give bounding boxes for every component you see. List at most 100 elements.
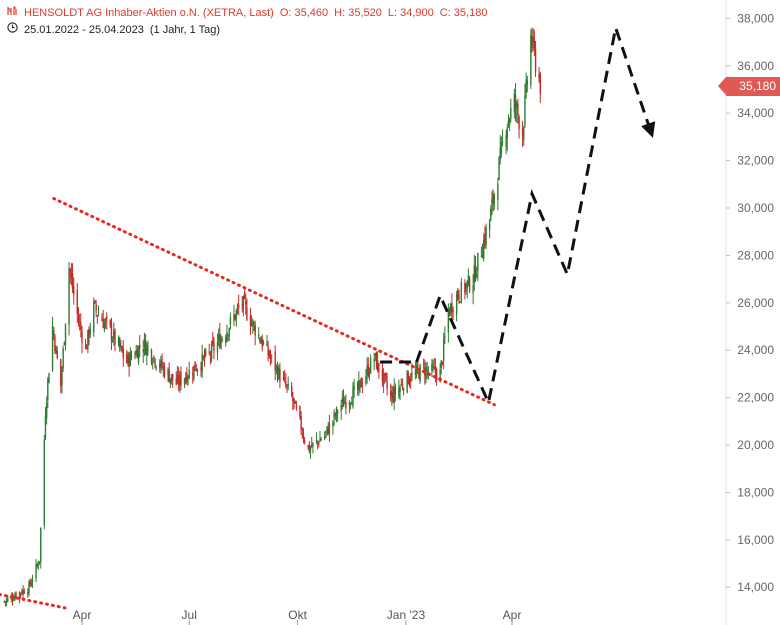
candle-body <box>179 374 181 386</box>
candle-body <box>447 311 450 333</box>
candle-body <box>110 323 113 340</box>
candle-body <box>73 286 75 295</box>
candle-body <box>243 291 246 299</box>
candle-body <box>192 374 194 376</box>
candle-body <box>201 353 203 372</box>
candle-body <box>303 440 306 443</box>
candles-group <box>3 27 541 607</box>
candle-body <box>521 128 524 136</box>
candle-body <box>378 363 380 373</box>
candle-body <box>160 359 162 367</box>
candle-body <box>208 351 210 353</box>
candle-body <box>332 421 334 427</box>
candle-body <box>467 274 470 285</box>
candle-body <box>500 142 503 154</box>
candle-body <box>81 330 83 343</box>
candle-body <box>349 403 352 405</box>
candle-body <box>169 378 172 384</box>
candle-body <box>254 325 256 336</box>
candle-body <box>144 340 147 355</box>
candle-body <box>309 448 312 451</box>
candle-body <box>295 405 298 409</box>
candle-body <box>250 322 253 326</box>
candle-body <box>457 290 459 298</box>
candle-body <box>497 183 499 200</box>
candle-body <box>484 234 486 244</box>
y-tick-label: 28,000 <box>737 248 774 262</box>
candle-body <box>353 385 355 390</box>
candle-body <box>505 135 507 147</box>
candle-body <box>246 307 248 320</box>
candle-body <box>474 265 477 280</box>
candle-body <box>204 350 207 356</box>
candle-body <box>172 373 174 381</box>
candle-body <box>374 353 377 357</box>
candle-body <box>468 277 471 292</box>
candle-body <box>344 402 346 404</box>
candle-body <box>316 441 319 443</box>
candle-body <box>323 435 326 439</box>
candle-body <box>126 354 128 363</box>
candle-body <box>538 74 540 79</box>
candle-body <box>466 280 468 289</box>
candle-body <box>325 431 327 433</box>
candle-body <box>53 329 55 336</box>
instrument-line: HENSOLDT AG Inhaber-Aktien o.N. (XETRA, … <box>6 6 493 19</box>
candle-body <box>7 597 9 602</box>
candle-body <box>68 268 70 325</box>
candle-body <box>220 338 222 349</box>
candle-body <box>348 402 351 405</box>
candle-body <box>159 363 161 368</box>
candle-body <box>465 284 467 291</box>
candle-body <box>510 107 512 119</box>
candle-body <box>426 368 428 370</box>
candle-body <box>253 323 255 325</box>
candle-body <box>210 343 213 360</box>
candle-body <box>216 342 219 353</box>
candle-body <box>455 293 458 316</box>
candle-body <box>508 118 511 125</box>
candle-body <box>245 300 247 305</box>
candle-body <box>450 303 452 313</box>
candle-body <box>163 366 166 377</box>
candle-body <box>11 597 14 600</box>
candle-body <box>104 320 107 323</box>
candle-body <box>48 373 50 384</box>
candle-body <box>18 592 21 599</box>
candle-body <box>71 273 74 289</box>
candle-body <box>477 252 479 272</box>
candle-body <box>523 127 525 140</box>
candle-body <box>186 373 188 383</box>
candle-body <box>513 93 516 113</box>
candle-body <box>155 366 157 368</box>
candle-body <box>70 273 73 278</box>
candle-body <box>87 330 89 350</box>
candle-body <box>235 310 238 319</box>
candle-body <box>490 208 492 221</box>
candle-body <box>481 254 484 259</box>
candle-body <box>506 127 508 139</box>
candle-body <box>312 442 314 446</box>
candle-body <box>418 372 420 379</box>
candle-body <box>483 239 485 259</box>
candle-body <box>259 338 261 342</box>
candle-body <box>345 401 347 409</box>
candle-body <box>64 323 67 345</box>
candle-body <box>143 338 146 347</box>
candle-body <box>202 356 205 358</box>
candle-body <box>319 439 321 442</box>
candle-body <box>184 377 187 383</box>
candle-body <box>88 328 90 338</box>
candle-body <box>283 377 286 379</box>
x-tick-label: Okt <box>288 608 307 622</box>
candle-body <box>270 355 273 357</box>
candle-body <box>267 346 269 355</box>
candle-body <box>386 381 388 389</box>
candle-body <box>401 386 404 388</box>
candle-body <box>234 314 236 320</box>
candle-body <box>76 289 78 314</box>
candle-body <box>539 73 541 95</box>
candle-body <box>365 376 367 384</box>
candle-body <box>14 596 16 600</box>
